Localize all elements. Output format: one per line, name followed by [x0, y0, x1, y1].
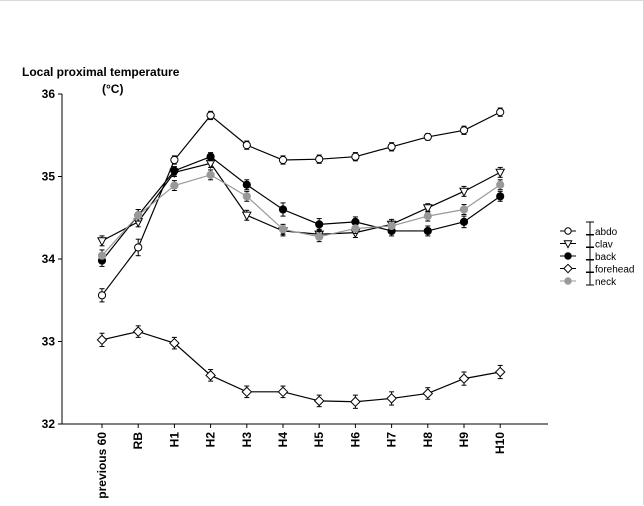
- series-abdo: [97, 107, 505, 303]
- x-tick-label: H7: [385, 432, 399, 448]
- data-point-abdo: [170, 155, 179, 165]
- data-point-forehead: [169, 337, 180, 349]
- data-point-forehead: [350, 396, 361, 408]
- legend-marker: [564, 277, 572, 285]
- data-point-back: [170, 166, 179, 175]
- series-forehead: [96, 325, 506, 409]
- data-point-abdo: [242, 141, 251, 150]
- data-point-clav: [241, 211, 252, 221]
- legend-marker: [564, 227, 572, 235]
- data-point-forehead: [205, 370, 216, 381]
- series-line-abdo: [101, 111, 501, 296]
- x-tick-label: RB: [131, 432, 145, 450]
- series-line-forehead: [101, 330, 501, 403]
- y-tick-label: 36: [42, 87, 56, 101]
- series-line-back: [101, 156, 501, 262]
- legend-label: forehead: [595, 265, 634, 276]
- series-line-neck: [101, 174, 501, 257]
- y-tick-label: 32: [42, 417, 56, 431]
- legend-item-neck: neck: [560, 271, 617, 288]
- series-line-clav: [101, 162, 501, 242]
- data-point-abdo: [206, 111, 215, 120]
- legend-label: neck: [595, 277, 617, 288]
- data-point-neck: [170, 181, 179, 190]
- y-axis-label: (°C): [102, 82, 123, 96]
- data-point-forehead: [494, 366, 506, 378]
- x-tick-label: H4: [276, 432, 290, 448]
- data-point-forehead: [386, 393, 397, 404]
- data-point-abdo: [278, 155, 288, 165]
- x-tick-label: H2: [204, 432, 218, 448]
- data-point-abdo: [134, 243, 143, 252]
- data-point-forehead: [96, 334, 108, 346]
- series-neck: [97, 169, 505, 262]
- data-point-abdo: [97, 291, 107, 300]
- data-point-clav: [422, 204, 433, 214]
- data-point-forehead: [313, 395, 325, 407]
- data-point-neck: [206, 170, 215, 179]
- data-point-neck: [387, 221, 396, 231]
- data-point-back: [206, 152, 215, 161]
- data-point-clav: [495, 168, 506, 179]
- x-tick-label: H5: [312, 432, 326, 448]
- legend-label: back: [595, 252, 617, 263]
- data-point-clav: [459, 187, 469, 198]
- data-point-back: [459, 217, 469, 226]
- data-point-forehead: [241, 386, 253, 398]
- legend-item-back: back: [560, 246, 617, 263]
- data-point-neck: [97, 251, 107, 260]
- data-point-forehead: [458, 373, 470, 384]
- axes: 32 33 34 35 36 previous 60 RB H1 H2 H3 H4 H5 H6 H7 H8 H…: [42, 87, 548, 499]
- data-point-abdo: [459, 126, 469, 135]
- legend-item-abdo: abdo: [560, 221, 618, 238]
- data-point-back: [278, 205, 288, 214]
- data-point-abdo: [496, 108, 505, 117]
- x-tick-label: H8: [421, 432, 435, 448]
- data-point-neck: [351, 224, 360, 233]
- data-point-neck: [315, 232, 324, 241]
- data-point-neck: [459, 205, 469, 214]
- x-tick-label: H10: [493, 432, 507, 454]
- legend-marker: [563, 240, 573, 249]
- x-tick-label: H1: [167, 432, 181, 448]
- data-point-forehead: [132, 326, 144, 337]
- data-point-neck: [423, 212, 432, 221]
- y-tick-label: 34: [42, 252, 56, 266]
- x-tick-label: previous 60: [95, 432, 109, 499]
- data-point-back: [423, 226, 432, 236]
- legend-label: abdo: [595, 227, 618, 238]
- data-point-neck: [278, 225, 288, 234]
- y-tick-label: 35: [42, 170, 56, 184]
- data-point-neck: [496, 180, 505, 189]
- data-point-neck: [242, 192, 251, 201]
- x-tick-label: H3: [240, 432, 254, 448]
- data-point-forehead: [422, 388, 434, 399]
- data-point-back: [496, 192, 505, 201]
- data-point-abdo: [315, 155, 324, 164]
- data-point-abdo: [387, 142, 396, 151]
- chart-title: Local proximal temperature: [22, 65, 180, 79]
- data-point-clav: [97, 237, 107, 247]
- data-point-back: [242, 180, 251, 189]
- legend-label: clav: [595, 240, 613, 251]
- data-point-abdo: [351, 152, 360, 161]
- data-point-neck: [134, 211, 143, 220]
- series-back: [97, 152, 505, 267]
- data-point-abdo: [423, 132, 432, 141]
- series-marks: [96, 107, 506, 409]
- data-point-forehead: [277, 386, 289, 398]
- legend-marker: [564, 252, 572, 260]
- legend-marker: [563, 263, 573, 274]
- y-tick-label: 33: [42, 335, 56, 349]
- data-point-back: [315, 220, 324, 229]
- x-tick-label: H6: [348, 432, 362, 448]
- x-tick-label: H9: [457, 432, 471, 448]
